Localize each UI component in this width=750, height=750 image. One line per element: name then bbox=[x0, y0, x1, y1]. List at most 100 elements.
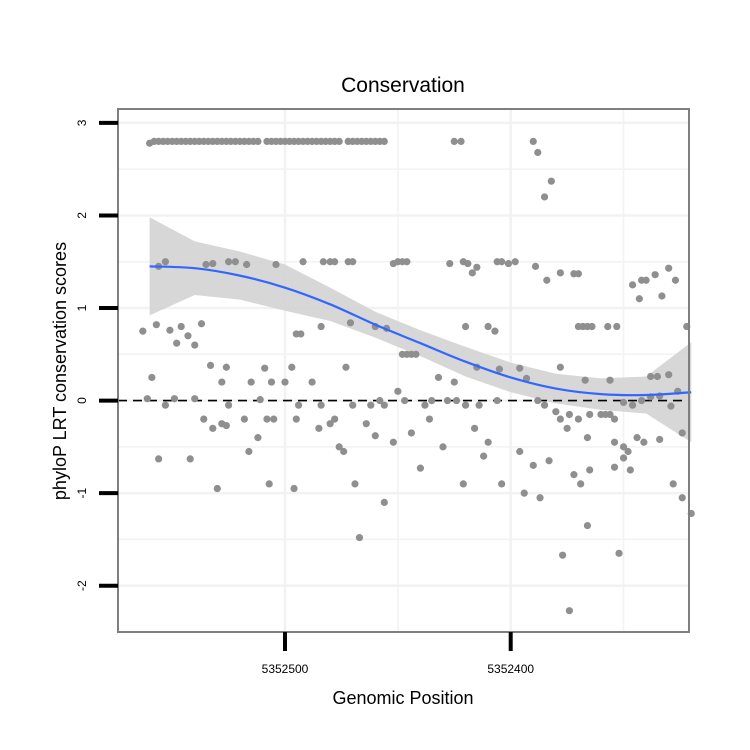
confidence-ribbon-layer bbox=[149, 217, 692, 443]
data-point bbox=[583, 521, 592, 530]
data-point bbox=[461, 401, 470, 409]
data-point bbox=[480, 452, 488, 460]
data-point bbox=[626, 466, 634, 474]
x-tick-label: 5352500 bbox=[262, 662, 309, 676]
data-point bbox=[633, 434, 641, 442]
data-point bbox=[461, 322, 470, 331]
data-point bbox=[394, 387, 402, 395]
data-point bbox=[380, 401, 388, 409]
data-point bbox=[665, 371, 673, 379]
data-point bbox=[511, 258, 519, 266]
data-point bbox=[545, 457, 553, 465]
data-point bbox=[197, 320, 206, 328]
data-point bbox=[335, 443, 343, 451]
data-point bbox=[559, 551, 567, 559]
data-point bbox=[351, 480, 359, 488]
data-point bbox=[342, 363, 350, 371]
data-point bbox=[376, 396, 384, 405]
data-point bbox=[224, 258, 233, 266]
data-point bbox=[222, 363, 230, 371]
data-point bbox=[540, 193, 549, 201]
data-point bbox=[473, 263, 481, 271]
data-point bbox=[556, 415, 564, 423]
data-point bbox=[256, 396, 264, 404]
data-point bbox=[267, 378, 276, 386]
data-point bbox=[586, 410, 594, 419]
data-point bbox=[403, 258, 411, 266]
data-point bbox=[326, 420, 334, 428]
data-point bbox=[412, 350, 420, 358]
data-point bbox=[439, 443, 447, 451]
data-point bbox=[317, 401, 325, 409]
data-point bbox=[202, 260, 210, 269]
data-point bbox=[186, 455, 194, 463]
data-point bbox=[355, 533, 364, 542]
data-point bbox=[170, 395, 179, 403]
data-point bbox=[534, 396, 542, 405]
data-point bbox=[552, 408, 560, 416]
data-point bbox=[407, 429, 415, 437]
data-point bbox=[206, 361, 215, 370]
data-point bbox=[610, 415, 619, 423]
data-point bbox=[671, 276, 680, 284]
data-point bbox=[475, 401, 483, 409]
data-point bbox=[335, 137, 343, 145]
data-point bbox=[231, 258, 239, 266]
data-point bbox=[547, 177, 555, 185]
data-point bbox=[319, 258, 327, 266]
data-point bbox=[678, 429, 686, 437]
x-axis-title: Genomic Position bbox=[332, 688, 473, 708]
data-point bbox=[565, 607, 573, 615]
data-point bbox=[610, 438, 619, 446]
data-point bbox=[148, 373, 156, 382]
data-point bbox=[434, 373, 443, 382]
data-point bbox=[498, 258, 506, 266]
data-point bbox=[450, 378, 458, 386]
data-point bbox=[563, 424, 571, 432]
data-point bbox=[450, 137, 458, 145]
y-tick-label: -2 bbox=[75, 580, 89, 591]
data-point bbox=[380, 498, 388, 507]
data-point bbox=[222, 421, 230, 430]
data-point bbox=[425, 415, 434, 423]
data-point bbox=[254, 434, 262, 442]
data-point bbox=[640, 438, 648, 446]
data-point bbox=[161, 401, 169, 409]
data-point bbox=[588, 322, 596, 331]
data-point bbox=[610, 463, 619, 471]
data-point bbox=[191, 395, 199, 403]
data-point bbox=[457, 137, 465, 145]
data-point bbox=[606, 376, 614, 384]
data-point bbox=[315, 424, 323, 432]
data-point bbox=[349, 258, 357, 266]
data-point bbox=[459, 480, 467, 488]
data-point bbox=[143, 395, 151, 403]
y-tick-label: -1 bbox=[75, 487, 89, 498]
data-point bbox=[428, 396, 436, 405]
data-point bbox=[371, 432, 379, 440]
data-point bbox=[619, 454, 628, 462]
data-point bbox=[161, 258, 169, 266]
data-point bbox=[531, 262, 540, 270]
data-point bbox=[574, 415, 583, 423]
data-point bbox=[331, 415, 339, 423]
data-point bbox=[581, 376, 589, 384]
data-point bbox=[177, 322, 185, 331]
data-point bbox=[416, 464, 425, 472]
data-point bbox=[495, 365, 504, 373]
data-point bbox=[516, 447, 524, 456]
data-point bbox=[288, 363, 296, 371]
data-point bbox=[243, 260, 251, 269]
data-point bbox=[331, 258, 339, 266]
data-point bbox=[173, 339, 181, 347]
data-point bbox=[484, 438, 492, 446]
data-point bbox=[184, 332, 192, 340]
data-point bbox=[263, 415, 271, 423]
data-point bbox=[570, 471, 578, 479]
smooth-line bbox=[149, 265, 692, 397]
data-point bbox=[446, 259, 454, 268]
data-point bbox=[653, 372, 662, 381]
data-point bbox=[166, 326, 174, 334]
data-point bbox=[493, 396, 501, 405]
